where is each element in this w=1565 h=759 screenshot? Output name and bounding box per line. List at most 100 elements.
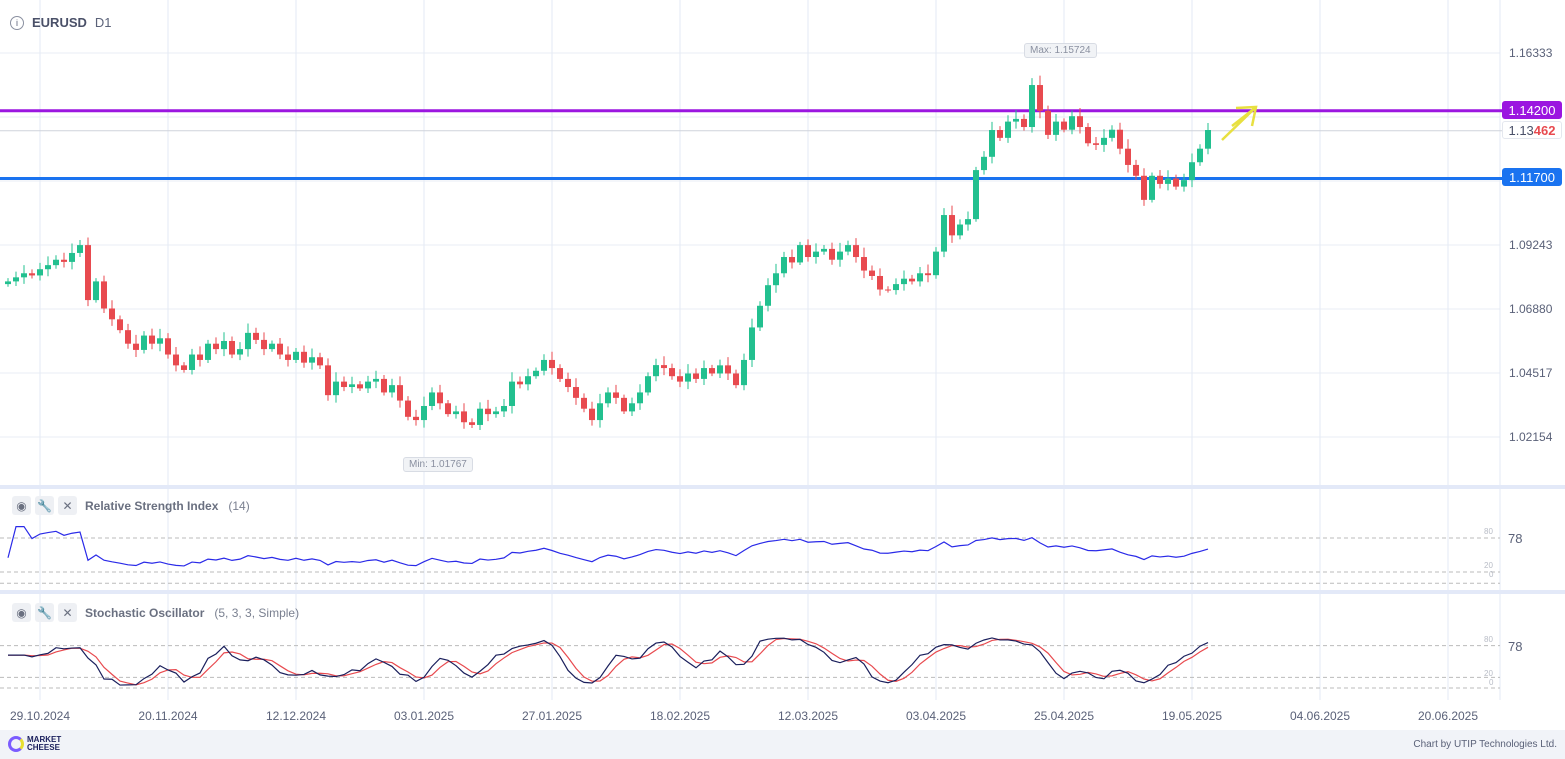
- candle-down: [301, 351, 307, 363]
- resistance-badge: 1.14200: [1502, 101, 1562, 119]
- candle-down: [829, 248, 835, 260]
- date-tick: 18.02.2025: [649, 709, 711, 723]
- market-cheese-logo[interactable]: MARKET CHEESE: [8, 736, 61, 752]
- candle-up: [269, 343, 275, 350]
- price-tick: 1.16333: [1509, 46, 1553, 60]
- candle-up: [989, 129, 995, 157]
- candle-up: [605, 392, 611, 404]
- candle-up: [637, 392, 643, 404]
- rsi-header: ◉ 🔧 ✕ Relative Strength Index (14): [12, 496, 250, 515]
- info-icon[interactable]: i: [10, 15, 24, 30]
- candle-down: [573, 387, 579, 398]
- candle-down: [621, 397, 627, 412]
- candle-up: [685, 373, 691, 382]
- max-label: Max: 1.15724: [1024, 43, 1097, 58]
- candle-up: [917, 273, 923, 282]
- price-tick: 1.09243: [1509, 238, 1553, 252]
- candle-down: [1045, 110, 1051, 135]
- candle-down: [381, 378, 387, 393]
- rsi-value: 78: [1508, 531, 1523, 546]
- candle-up: [421, 405, 427, 421]
- candle-up: [1149, 175, 1155, 200]
- candle-up: [781, 257, 787, 274]
- candle-down: [405, 400, 411, 417]
- candle-up: [981, 156, 987, 171]
- stoch-params: (5, 3, 3, Simple): [214, 605, 300, 620]
- candle-down: [61, 259, 67, 262]
- date-tick: 03.01.2025: [393, 709, 455, 723]
- candle-up: [1029, 85, 1035, 128]
- candle-up: [965, 219, 971, 225]
- candle-down: [1141, 175, 1147, 200]
- candle-up: [333, 381, 339, 396]
- candle-up: [373, 378, 379, 382]
- date-tick: 03.04.2025: [905, 709, 967, 723]
- candle-down: [109, 308, 115, 320]
- candle-down: [853, 245, 859, 258]
- candle-up: [1197, 148, 1203, 163]
- candle-up: [205, 343, 211, 360]
- candle-down: [661, 365, 667, 369]
- candle-up: [13, 277, 19, 282]
- candle-up: [157, 338, 163, 344]
- candle-down: [997, 129, 1003, 138]
- candle-down: [285, 354, 291, 360]
- candle-up: [365, 381, 371, 389]
- candle-up: [429, 392, 435, 406]
- candle-up: [1109, 129, 1115, 138]
- candle-up: [53, 259, 59, 266]
- candle-up: [493, 411, 499, 415]
- candle-down: [253, 332, 259, 340]
- candle-down: [1093, 143, 1099, 145]
- candle-up: [389, 385, 395, 393]
- candle-up: [957, 224, 963, 236]
- eye-icon[interactable]: ◉: [12, 496, 31, 515]
- candle-down: [885, 289, 891, 291]
- candle-up: [1181, 180, 1187, 187]
- chart-canvas[interactable]: [0, 0, 1565, 730]
- candle-up: [645, 376, 651, 393]
- candle-up: [141, 335, 147, 350]
- candle-up: [309, 357, 315, 363]
- candle-up: [1013, 118, 1019, 122]
- eye-icon[interactable]: ◉: [12, 603, 31, 622]
- logo-text-2: CHEESE: [27, 743, 60, 752]
- candle-down: [1061, 121, 1067, 130]
- candle-up: [1205, 129, 1211, 149]
- candle-down: [693, 373, 699, 379]
- candle-down: [1157, 175, 1163, 184]
- close-icon[interactable]: ✕: [58, 496, 77, 515]
- candle-down: [1125, 148, 1131, 165]
- candle-down: [397, 385, 403, 401]
- date-tick: 19.05.2025: [1161, 709, 1223, 723]
- candle-up: [741, 359, 747, 386]
- candle-up: [21, 273, 27, 278]
- candle-up: [525, 376, 531, 385]
- pane-separator: [0, 590, 1565, 594]
- candle-down: [485, 408, 491, 415]
- candle-down: [149, 335, 155, 344]
- candle-up: [1053, 121, 1059, 135]
- candle-down: [1117, 129, 1123, 149]
- candle-down: [229, 340, 235, 355]
- wrench-icon[interactable]: 🔧: [35, 603, 54, 622]
- candle-up: [77, 245, 83, 253]
- candle-up: [757, 305, 763, 328]
- candle-down: [909, 278, 915, 282]
- date-tick: 20.11.2024: [138, 709, 198, 723]
- candle-down: [197, 354, 203, 360]
- candle-down: [181, 365, 187, 370]
- candle-down: [517, 381, 523, 385]
- wrench-icon[interactable]: 🔧: [35, 496, 54, 515]
- stoch-level-80: 80: [1484, 635, 1493, 644]
- footer: MARKET CHEESE Chart by UTIP Technologies …: [0, 730, 1565, 759]
- candle-down: [557, 368, 563, 379]
- candle-up: [245, 332, 251, 350]
- candle-down: [445, 403, 451, 415]
- candle-up: [45, 265, 51, 270]
- candle-down: [805, 245, 811, 258]
- candle-down: [29, 273, 35, 276]
- min-label: Min: 1.01767: [403, 457, 473, 472]
- candle-up: [653, 365, 659, 377]
- close-icon[interactable]: ✕: [58, 603, 77, 622]
